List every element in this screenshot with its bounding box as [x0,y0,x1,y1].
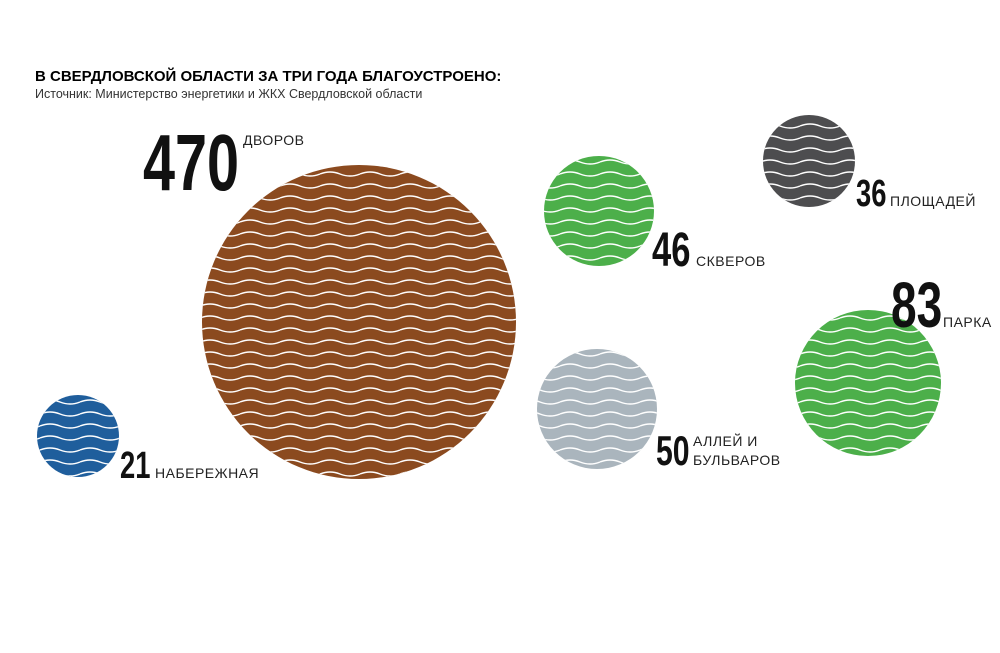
value-label: 21 [120,445,150,487]
value-label: 36 [856,173,886,215]
bubble-texture [763,115,855,207]
category-label: СКВЕРОВ [696,253,766,269]
category-label: НАБЕРЕЖНАЯ [155,465,259,481]
bubble-texture [795,310,941,456]
category-label: АЛЛЕЙ И [693,432,758,449]
bubble-texture [202,165,516,479]
bubble-texture [544,156,654,266]
value-label: 83 [891,270,942,341]
chart-title: В СВЕРДЛОВСКОЙ ОБЛАСТИ ЗА ТРИ ГОДА БЛАГО… [35,67,501,85]
bubble-texture [537,349,657,469]
category-label: ПАРКА [943,314,992,330]
bubble-texture [37,395,119,477]
value-label: 50 [656,427,690,474]
category-label: ПЛОЩАДЕЙ [890,192,976,209]
value-label: 46 [652,222,690,276]
value-label: 470 [143,118,239,208]
category-label: ДВОРОВ [243,132,305,148]
chart-subtitle: Источник: Министерство энергетики и ЖКХ … [35,87,422,101]
category-label: БУЛЬВАРОВ [693,452,781,468]
